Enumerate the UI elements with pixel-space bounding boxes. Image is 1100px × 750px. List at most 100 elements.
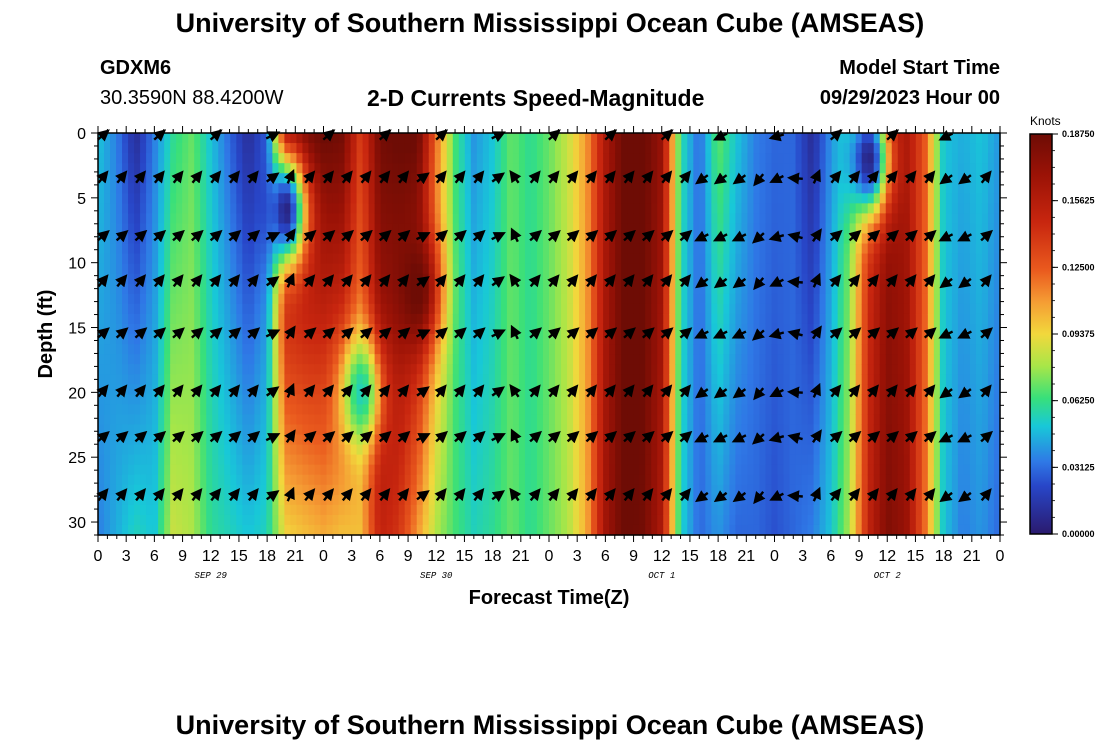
heat-cell xyxy=(290,524,298,536)
heat-cell xyxy=(212,203,219,214)
heat-cell xyxy=(446,344,454,355)
heat-cell xyxy=(224,143,231,154)
heat-cell xyxy=(639,203,646,214)
heat-cell xyxy=(122,143,129,154)
heat-cell xyxy=(440,293,448,305)
heat-cell xyxy=(332,424,340,436)
heat-cell xyxy=(212,344,219,355)
heat-cell xyxy=(482,233,490,245)
heat-cell xyxy=(428,334,436,345)
heat-cell xyxy=(230,364,237,375)
heat-cell xyxy=(296,253,304,265)
heat-cell xyxy=(392,283,400,295)
heat-cell xyxy=(344,203,352,214)
heat-cell xyxy=(777,183,785,194)
heat-cell xyxy=(645,303,652,315)
heat-cell xyxy=(807,143,815,154)
heat-cell xyxy=(104,293,111,305)
heat-cell xyxy=(771,253,779,265)
heat-cell xyxy=(404,243,412,255)
heat-cell xyxy=(308,283,316,295)
heat-cell xyxy=(524,374,532,385)
heat-cell xyxy=(176,283,183,295)
heat-cell xyxy=(194,414,201,426)
heat-cell xyxy=(446,424,454,436)
heat-cell xyxy=(182,283,189,295)
heat-cell xyxy=(633,203,640,214)
heat-cell xyxy=(464,233,472,245)
heat-cell xyxy=(428,344,436,355)
heat-cell xyxy=(555,153,562,164)
heat-cell xyxy=(555,424,562,436)
heat-cell xyxy=(404,394,412,405)
heat-cell xyxy=(224,203,231,214)
heat-cell xyxy=(284,474,292,486)
heat-cell xyxy=(236,313,243,325)
heat-cell xyxy=(717,223,724,235)
heat-cell xyxy=(422,504,430,516)
heat-cell xyxy=(122,514,129,526)
heat-cell xyxy=(843,313,851,325)
heat-cell xyxy=(116,424,123,436)
heat-cell xyxy=(585,193,592,204)
heat-cell xyxy=(813,464,821,476)
heat-cell xyxy=(164,223,171,235)
heat-cell xyxy=(813,203,821,214)
heat-cell xyxy=(597,163,604,174)
heat-cell xyxy=(332,233,340,245)
heat-cell xyxy=(248,514,255,526)
heat-cell xyxy=(693,344,700,355)
heat-cell xyxy=(98,183,105,194)
heat-cell xyxy=(476,524,484,536)
heat-cell xyxy=(374,434,382,446)
heat-cell xyxy=(320,504,328,516)
heat-cell xyxy=(681,133,688,144)
heat-cell xyxy=(248,213,255,225)
heat-cell xyxy=(663,344,670,355)
heat-cell xyxy=(627,444,634,456)
heat-cell xyxy=(332,273,340,285)
heat-cell xyxy=(230,253,237,265)
heat-cell xyxy=(146,344,153,355)
heat-cell xyxy=(639,193,646,204)
heat-cell xyxy=(843,414,851,426)
heat-cell xyxy=(591,283,598,295)
heat-cell xyxy=(494,193,502,204)
heat-cell xyxy=(813,364,821,375)
heat-cell xyxy=(464,263,472,275)
heat-cell xyxy=(669,424,676,436)
heat-cell xyxy=(819,444,827,456)
heat-cell xyxy=(651,334,658,345)
heat-cell xyxy=(777,313,785,325)
heat-cell xyxy=(669,454,676,466)
heat-cell xyxy=(711,404,718,415)
heat-cell xyxy=(110,263,117,275)
heat-cell xyxy=(542,293,550,305)
heat-cell xyxy=(573,163,580,174)
heat-cell xyxy=(518,474,526,486)
heat-cell xyxy=(236,464,243,476)
heat-cell xyxy=(314,273,322,285)
heat-cell xyxy=(416,374,424,385)
heat-cell xyxy=(777,474,785,486)
heat-cell xyxy=(741,243,749,255)
heat-cell xyxy=(506,133,514,144)
heat-cell xyxy=(549,313,556,325)
heat-cell xyxy=(380,183,388,194)
heat-cell xyxy=(152,253,159,265)
heat-cell xyxy=(633,374,640,385)
heat-cell xyxy=(146,514,153,526)
heat-cell xyxy=(795,504,803,516)
heat-cell xyxy=(188,454,195,466)
heat-cell xyxy=(723,364,730,375)
heat-cell xyxy=(771,133,779,144)
heat-cell xyxy=(633,454,640,466)
heat-cell xyxy=(482,313,490,325)
heat-cell xyxy=(242,163,249,174)
heat-cell xyxy=(278,384,286,395)
heat-cell xyxy=(819,263,827,275)
heat-cell xyxy=(110,514,117,526)
heat-cell xyxy=(723,263,730,275)
heat-cell xyxy=(573,203,580,214)
heat-cell xyxy=(254,193,261,204)
